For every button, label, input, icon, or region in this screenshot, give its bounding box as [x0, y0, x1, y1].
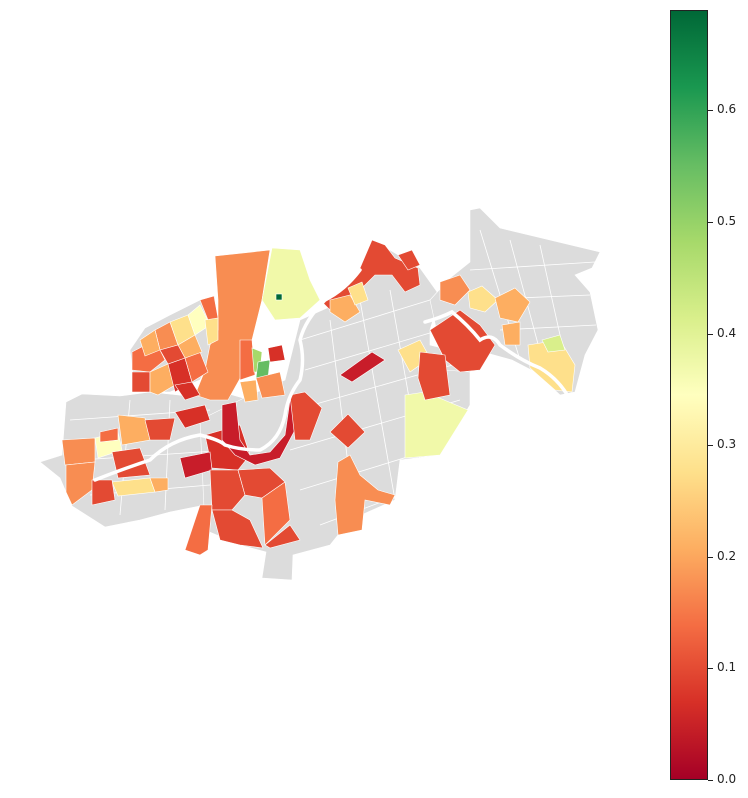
colorbar-tick-label: 0.2 [717, 549, 737, 563]
colorbar-tick-mark [708, 668, 713, 669]
river [93, 268, 572, 482]
colorbar [670, 10, 708, 780]
colorbar-tick-label: 0.5 [717, 214, 737, 228]
colorbar-tick-label: 0.1 [717, 660, 737, 674]
colorbar-tick-label: 0.4 [717, 326, 737, 340]
colorbar-tick-label: 0.6 [717, 102, 737, 116]
colorbar-tick-mark [708, 110, 713, 111]
colorbar-tick-mark [708, 557, 713, 558]
colorbar-tick-label: 0.3 [717, 437, 737, 451]
colorbar-tick-mark [708, 222, 713, 223]
data-areas [61, 239, 576, 556]
colorbar-tick-mark [708, 445, 713, 446]
colorbar-tick-label: 0.0 [717, 772, 737, 786]
choropleth-map [39, 207, 601, 581]
colorbar-tick-mark [708, 334, 713, 335]
colorbar-tick-mark [708, 780, 713, 781]
